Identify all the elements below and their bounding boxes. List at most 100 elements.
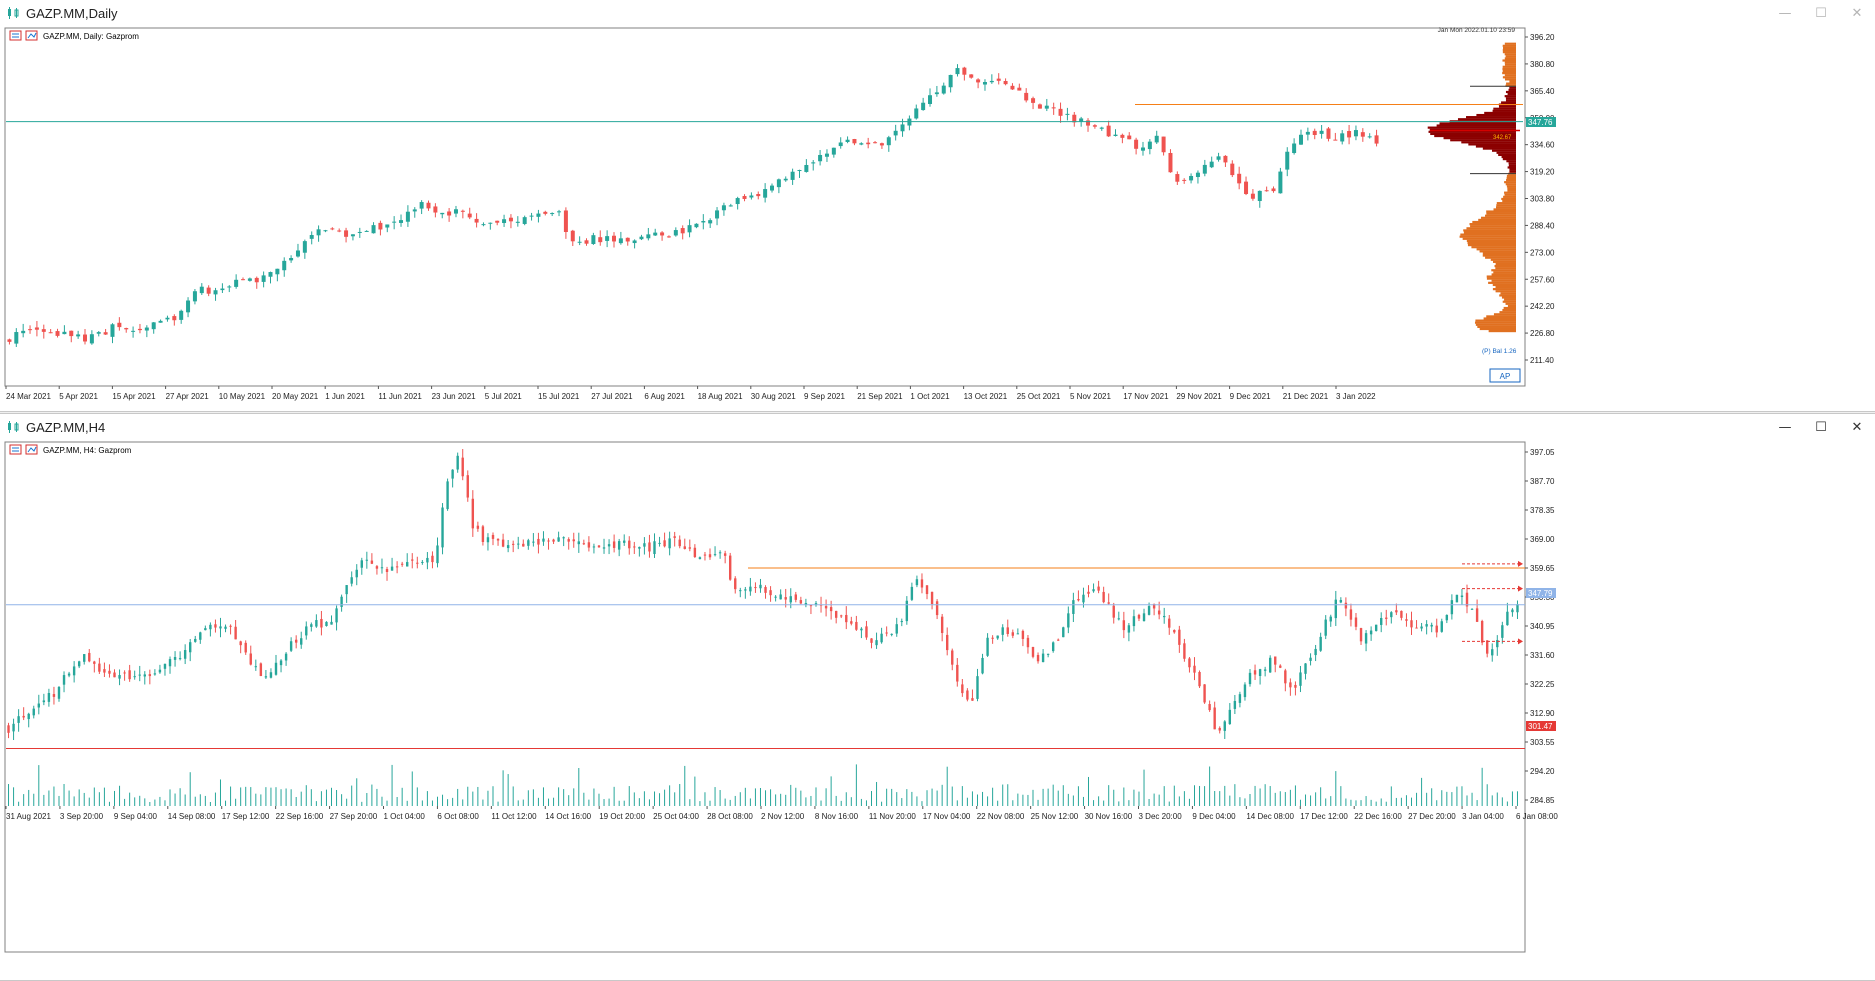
ap-button[interactable]: AP: [1489, 368, 1521, 383]
volume-profile-bar: [1466, 116, 1516, 119]
volume-profile-bar: [1504, 57, 1516, 60]
candle: [536, 209, 541, 223]
candle: [486, 533, 490, 551]
candle: [1017, 83, 1022, 91]
candle: [34, 320, 39, 337]
candle: [7, 722, 10, 739]
time-tick-label: 18 Aug 2021: [698, 392, 743, 401]
time-tick-label: 19 Oct 20:00: [599, 812, 645, 821]
candle: [955, 64, 960, 77]
candle: [350, 571, 353, 587]
candle: [1253, 664, 1257, 680]
time-tick-label: 23 Jun 2021: [432, 392, 477, 401]
candle: [148, 669, 152, 685]
candle: [708, 218, 713, 228]
candle: [790, 168, 795, 185]
candle: [488, 222, 493, 230]
candle: [1304, 663, 1307, 680]
candle: [1041, 649, 1045, 663]
candle: [254, 659, 258, 671]
candle: [365, 551, 369, 569]
volume-profile-bar: [1499, 294, 1516, 297]
minimize-button[interactable]: —: [1778, 5, 1792, 21]
close-button[interactable]: ✕: [1851, 419, 1863, 435]
h4-chart-canvas[interactable]: 397.05387.70378.35369.00359.65350.30340.…: [0, 440, 1875, 980]
candle: [1319, 632, 1322, 652]
candle: [178, 651, 182, 661]
candle: [433, 203, 438, 218]
volume-profile-bar: [1507, 304, 1516, 308]
price-tick-label: 378.35: [1530, 506, 1555, 515]
candle: [1223, 720, 1226, 739]
time-tick-label: 15 Apr 2021: [112, 392, 156, 401]
candle: [996, 635, 999, 640]
volume-profile-bar: [1505, 55, 1516, 58]
candle: [587, 536, 591, 552]
chart-header-icons[interactable]: [9, 444, 38, 455]
candle: [814, 601, 818, 607]
candle: [21, 323, 26, 338]
candle: [1248, 669, 1252, 687]
candle: [1044, 98, 1049, 112]
volume-profile-bar: [1468, 143, 1516, 146]
candle: [143, 671, 146, 685]
h4-chart-window[interactable]: GAZP.MM,H4 — ☐ ✕ 397.05 387.70 378.35 369.0…: [0, 413, 1875, 981]
candle: [411, 553, 414, 569]
candle: [1031, 646, 1035, 659]
h4-titlebar[interactable]: GAZP.MM,H4 — ☐ ✕: [0, 414, 1875, 440]
candle: [1264, 186, 1269, 192]
close-button[interactable]: ✕: [1851, 5, 1863, 21]
candle: [1209, 156, 1214, 169]
candle: [1092, 583, 1095, 593]
window-title: GAZP.MM,H4: [26, 419, 106, 435]
candle: [1305, 127, 1310, 141]
daily-titlebar[interactable]: GAZP.MM,Daily — ☐ ✕: [0, 0, 1875, 26]
candle: [144, 325, 149, 338]
candle: [259, 662, 263, 677]
candle: [1329, 614, 1332, 627]
time-tick-label: 5 Nov 2021: [1070, 392, 1111, 401]
chart-symbol-label: GAZP.MM, Daily: Gazprom: [43, 32, 139, 41]
daily-chart-canvas[interactable]: 396.20380.80365.40350.00334.60319.20303.…: [0, 26, 1875, 411]
minimize-button[interactable]: —: [1778, 419, 1792, 435]
candle: [811, 160, 816, 171]
daily-chart-window[interactable]: GAZP.MM,Daily — ☐ ✕ 396.20380.80365.4035…: [0, 0, 1875, 412]
candle: [1285, 147, 1290, 177]
candle: [1400, 610, 1403, 621]
candle: [96, 331, 101, 337]
maximize-button[interactable]: ☐: [1815, 5, 1827, 21]
candle: [754, 582, 757, 593]
chart-header-icons[interactable]: [9, 30, 38, 41]
candle: [1485, 640, 1489, 658]
candle: [910, 582, 914, 602]
candle: [37, 694, 41, 715]
candle: [517, 536, 520, 550]
time-tick-label: 24 Mar 2021: [6, 392, 51, 401]
candle: [241, 277, 246, 281]
candle: [345, 585, 348, 603]
candle: [137, 323, 142, 334]
maximize-button[interactable]: ☐: [1815, 419, 1827, 435]
candle: [447, 208, 452, 222]
candle: [618, 231, 623, 245]
volume-profile-bar: [1482, 254, 1516, 257]
candle: [865, 620, 868, 640]
candle: [1137, 613, 1141, 622]
volume-profile-bar: [1493, 208, 1516, 211]
volume-profile-bar: [1502, 48, 1516, 52]
candle: [866, 137, 871, 149]
price-tick-label: 273.00: [1530, 248, 1555, 257]
volume-profile-bar: [1502, 65, 1516, 68]
candle: [1367, 133, 1372, 139]
volume-profile-bar: [1471, 246, 1516, 249]
candle: [1364, 630, 1368, 652]
candle: [996, 73, 1001, 85]
candle: [1250, 189, 1255, 201]
volume-profile-bar: [1509, 168, 1516, 171]
candle: [93, 660, 96, 673]
volume-profile-bar: [1479, 250, 1516, 253]
candle: [330, 227, 335, 231]
candle: [522, 215, 527, 226]
price-tick-label: 359.65: [1530, 564, 1555, 573]
candle: [1087, 585, 1090, 598]
